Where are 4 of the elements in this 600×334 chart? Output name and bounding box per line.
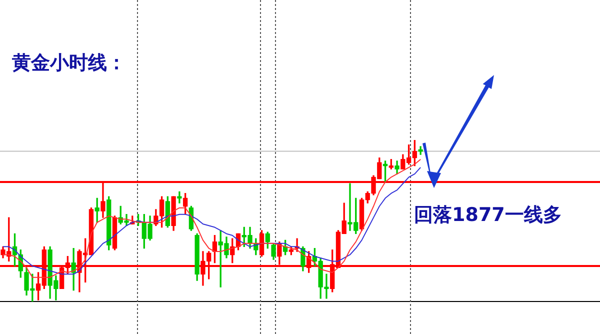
candlestick	[418, 146, 423, 155]
annotation: 回落1877一线多	[414, 203, 562, 228]
candlestick	[177, 191, 182, 204]
chart-title: 黄金小时线：	[12, 51, 126, 76]
